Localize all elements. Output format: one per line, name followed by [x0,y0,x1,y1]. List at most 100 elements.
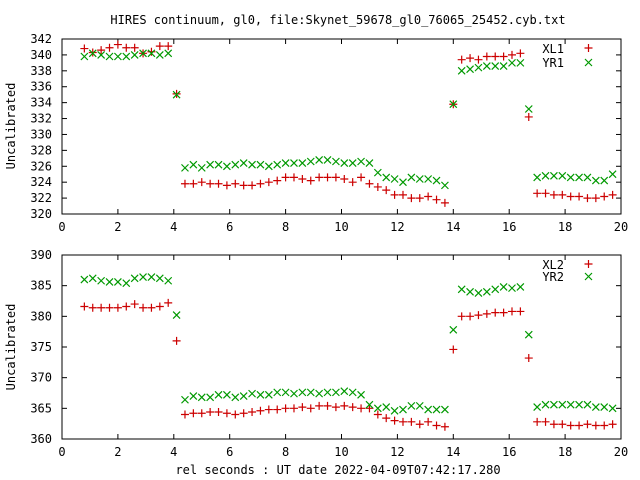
lower-yr2-point [164,276,173,285]
upper-x-tick-label: 12 [390,220,404,234]
upper-yr1-point [600,176,609,185]
lower-legend-label-xl2: XL2 [542,258,564,272]
upper-xl1-point [457,55,466,64]
upper-yr1-point [306,157,315,166]
lower-yr2-point [331,388,340,397]
lower-xl2-point [256,406,265,415]
lower-y-tick-label: 370 [30,371,52,385]
upper-xl1-point [491,52,500,61]
lower-xl2-point [398,417,407,426]
upper-xl1-point [214,179,223,188]
lower-yr2-point [155,274,164,283]
upper-yr1-point [499,62,508,70]
lower-xl2-point [466,312,475,321]
upper-xl1-point [365,179,374,188]
upper-xl1-point [575,192,584,201]
lower-xl2-point [248,408,257,417]
upper-yr1-point [407,173,416,182]
lower-xl2-point [214,408,223,417]
lower-yr2-point [105,278,114,286]
upper-yr1-point [541,171,550,180]
upper-yr1-point [533,173,542,182]
upper-x-tick-label: 6 [226,220,233,234]
upper-yr1-point [206,160,215,169]
upper-yr1-point [105,52,114,61]
upper-xl1-point [130,43,139,52]
upper-xl1-point [273,176,282,185]
lower-xl2-point [415,420,424,429]
upper-yr1-point [331,157,340,166]
lower-x-tick-label: 0 [58,445,65,459]
lower-xl2-point [566,421,575,430]
lower-yr2-point [306,388,315,397]
upper-yr1-point [264,162,273,171]
lower-yr2-point [122,279,131,288]
upper-xl1-point [298,175,307,183]
upper-y-tick-label: 332 [30,112,52,126]
lower-y-tick-label: 375 [30,340,52,354]
upper-yr1-point [390,175,399,183]
upper-xl1-point [122,43,131,52]
upper-xl1-point [340,175,349,183]
lower-xl2-point [264,405,273,414]
lower-yr2-point [516,282,525,291]
lower-yr2-point [449,325,458,334]
upper-yr1-point [491,62,500,70]
upper-xl1-point [583,194,592,203]
lower-xl2-point [105,303,114,312]
upper-yr1-point [357,157,365,166]
upper-yr1-point [256,160,265,169]
lower-xl2-point [289,404,298,413]
upper-yr1-point [222,162,231,171]
upper-yr1-point [424,175,433,183]
upper-xl1-point [239,181,248,190]
lower-xl2-point [575,421,584,430]
lower-xl2-point [533,417,542,426]
lower-xl2-point [382,414,391,423]
lower-xl2-point [189,409,198,418]
upper-panel: Uncalibrated 0 2 4 6 8 10 12 14 16 18 20 320 322 324 3… [4,32,628,234]
lower-xl2-point [197,409,206,418]
upper-yr1-point [549,171,558,180]
lower-yr2-point [524,330,533,339]
lower-yr2-point [499,282,508,291]
lower-x-tick-label: 10 [334,445,348,459]
lower-yr2-point [348,388,357,397]
lower-yr2-point [214,390,223,399]
upper-xl1-point [281,173,290,182]
lower-xl2-point [474,311,483,320]
upper-yr1-point [457,66,466,75]
lower-yr2-point [139,273,147,282]
lower-xl2-point [315,401,324,410]
upper-y-tick-label: 322 [30,191,52,205]
lower-yr2-point [130,274,139,283]
upper-x-tick-label: 14 [446,220,460,234]
lower-yr2-point [440,405,449,414]
lower-xl2-point [491,308,500,317]
lower-xl2-point [482,309,491,318]
upper-xl1-point [256,179,265,188]
upper-yr1-point [147,49,156,58]
lower-xl2-point [88,303,97,312]
upper-xl1-point [382,186,391,195]
lower-x-tick-label: 14 [446,445,460,459]
lower-x-tick-label: 18 [558,445,572,459]
upper-yr1-point [290,159,298,168]
upper-yr1-point [365,159,374,168]
upper-xl1-point [306,176,315,185]
lower-yr2-point [298,388,307,397]
upper-xl1-point [524,112,533,121]
upper-xl1-point [566,192,575,201]
lower-xl2-point [172,336,181,345]
lower-yr2-point [508,284,516,293]
upper-yr1-point [113,52,122,61]
upper-y-tick-label: 342 [30,32,52,46]
upper-yr1-point [382,173,391,182]
lower-xl2-point [298,403,307,412]
lower-data-points [80,273,617,431]
lower-xl2-point [558,420,567,429]
lower-xl2-point [323,401,332,410]
lower-yr2-point [432,405,441,414]
